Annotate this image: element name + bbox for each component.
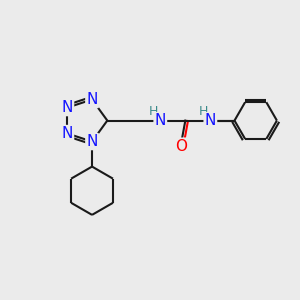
Text: N: N	[86, 134, 98, 149]
Text: N: N	[154, 113, 166, 128]
Text: N: N	[205, 113, 216, 128]
Text: O: O	[175, 139, 187, 154]
Text: N: N	[62, 126, 73, 141]
Text: N: N	[62, 100, 73, 115]
Text: H: H	[149, 105, 158, 118]
Text: N: N	[86, 92, 98, 107]
Text: H: H	[199, 105, 208, 118]
